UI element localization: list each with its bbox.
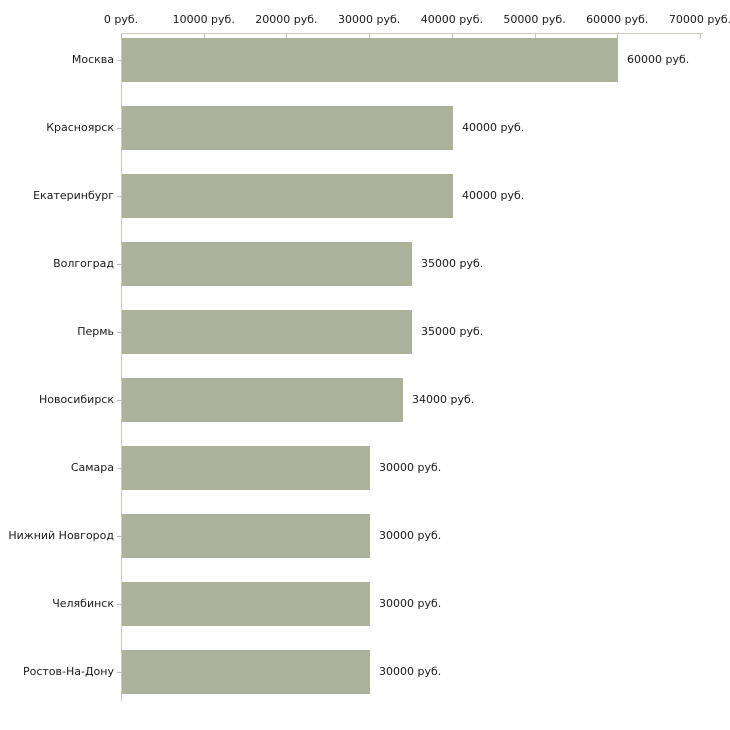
category-label: Волгоград <box>53 257 114 270</box>
y-tick-mark <box>117 128 121 129</box>
category-label: Москва <box>71 53 114 66</box>
y-tick-mark <box>117 604 121 605</box>
category-label: Красноярск <box>46 121 114 134</box>
value-label: 30000 руб. <box>379 597 442 610</box>
value-label: 30000 руб. <box>379 529 442 542</box>
value-label: 35000 руб. <box>421 325 484 338</box>
x-tick-label: 20000 руб. <box>255 13 318 26</box>
category-label: Нижний Новгород <box>8 529 114 542</box>
y-tick-mark <box>117 60 121 61</box>
x-tick-label: 0 руб. <box>103 13 139 26</box>
value-label: 34000 руб. <box>412 393 475 406</box>
bar <box>122 378 403 422</box>
category-label: Пермь <box>77 325 114 338</box>
category-label: Челябинск <box>52 597 114 610</box>
x-tick-mark <box>534 34 536 39</box>
y-axis-line <box>121 33 122 701</box>
bar <box>122 514 370 558</box>
value-label: 40000 руб. <box>462 121 525 134</box>
category-label: Новосибирск <box>38 393 114 406</box>
x-tick-mark <box>203 34 205 39</box>
value-label: 35000 руб. <box>421 257 484 270</box>
category-label: Самара <box>70 461 114 474</box>
bar <box>122 446 370 490</box>
x-axis-line <box>121 33 703 34</box>
x-tick-mark <box>121 34 122 39</box>
bar <box>122 310 412 354</box>
x-tick-label: 40000 руб. <box>420 13 483 26</box>
x-tick-label: 10000 руб. <box>172 13 235 26</box>
y-tick-mark <box>117 672 121 673</box>
bar <box>122 650 370 694</box>
category-label: Ростов-На-Дону <box>22 665 114 678</box>
x-tick-mark <box>700 34 701 39</box>
x-tick-mark <box>451 34 453 39</box>
category-label: Екатеринбург <box>33 189 114 202</box>
y-tick-mark <box>117 468 121 469</box>
x-tick-mark <box>617 34 619 39</box>
bar <box>122 174 453 218</box>
x-tick-mark <box>369 34 371 39</box>
y-tick-mark <box>117 264 121 265</box>
y-tick-mark <box>117 196 121 197</box>
x-tick-label: 70000 руб. <box>668 13 730 26</box>
x-tick-label: 60000 руб. <box>586 13 649 26</box>
y-tick-mark <box>117 400 121 401</box>
value-label: 30000 руб. <box>379 665 442 678</box>
value-label: 40000 руб. <box>462 189 525 202</box>
x-tick-label: 30000 руб. <box>338 13 401 26</box>
y-tick-mark <box>117 332 121 333</box>
x-tick-label: 50000 руб. <box>503 13 566 26</box>
bar <box>122 106 453 150</box>
y-tick-mark <box>117 536 121 537</box>
bar <box>122 582 370 626</box>
bar <box>122 38 618 82</box>
value-label: 60000 руб. <box>627 53 690 66</box>
x-tick-mark <box>286 34 288 39</box>
bar <box>122 242 412 286</box>
value-label: 30000 руб. <box>379 461 442 474</box>
